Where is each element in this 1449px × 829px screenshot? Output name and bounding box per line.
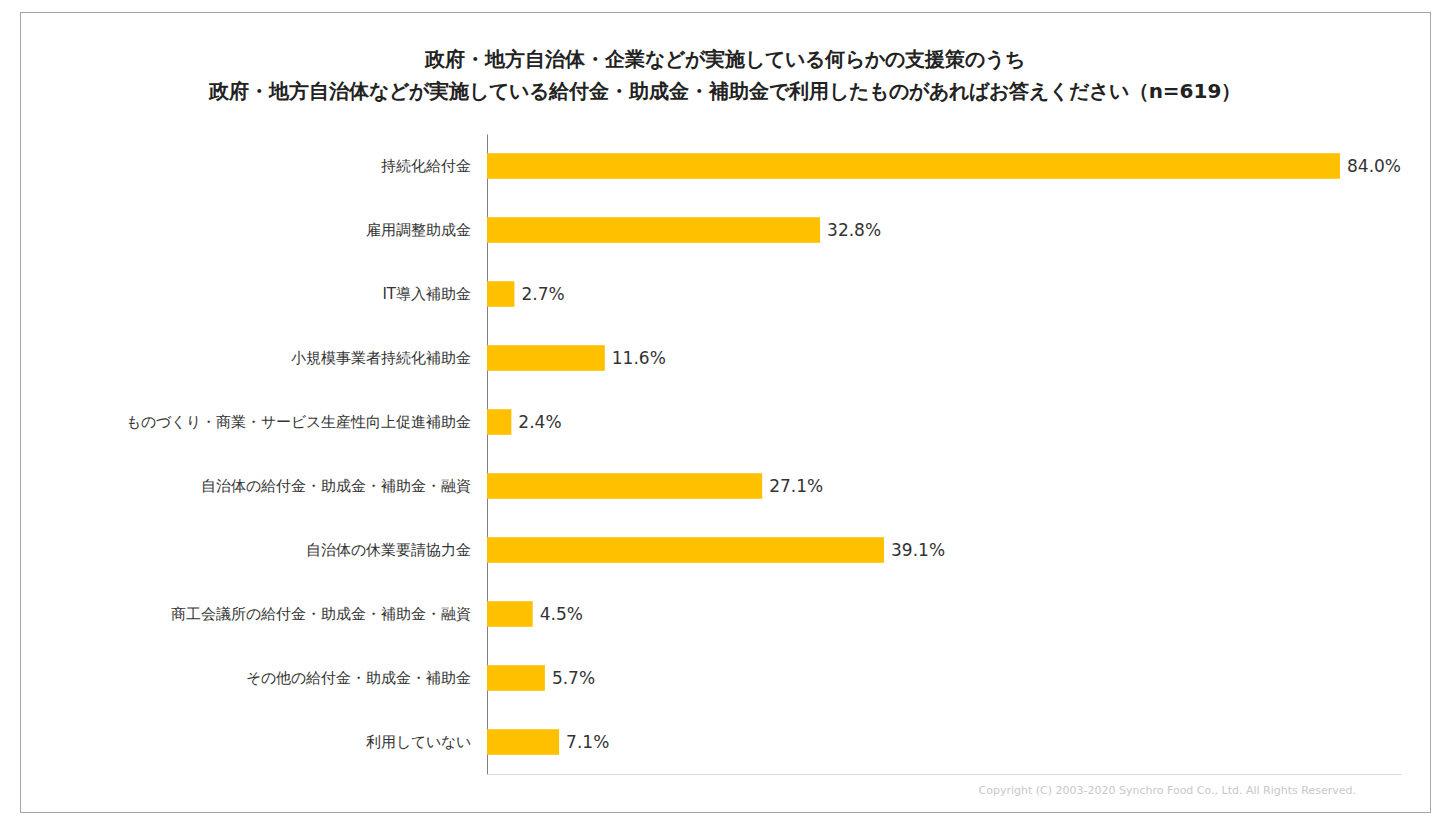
bar [487, 217, 820, 243]
bar [487, 729, 559, 755]
x-axis-line [488, 774, 1402, 775]
category-label: その他の給付金・助成金・補助金 [246, 669, 471, 687]
y-axis: 持続化給付金雇用調整助成金 IT導入補助金小規模事業者持続化補助金ものづくり・商業… [126, 135, 488, 775]
y-tick: その他の給付金・助成金・補助金 [246, 669, 487, 687]
data-labels: 84.0% 32.8% 2.7% 11.6% 2.4% 27.1% 39.1% 4.5% 5.7… [518, 156, 1401, 752]
category-label: 自治体の休業要請協力金 [306, 541, 471, 559]
data-label: 39.1% [891, 540, 945, 560]
data-label: 2.4% [518, 412, 561, 432]
data-label: 7.1% [566, 732, 609, 752]
y-tick: 持続化給付金 [381, 157, 487, 175]
y-tick: 商工会議所の給付金・助成金・補助金・融資 [171, 605, 487, 623]
category-label: IT導入補助金 [382, 285, 471, 303]
y-tick: 自治体の給付金・助成金・補助金・融資 [201, 477, 487, 495]
bar [487, 601, 533, 627]
data-label: 84.0% [1347, 156, 1401, 176]
y-tick: 雇用調整助成金 [366, 221, 487, 239]
bar [487, 345, 605, 371]
copyright: Copyright (C) 2003-2020 Synchro Food Co.… [979, 784, 1356, 797]
category-label: 小規模事業者持続化補助金 [291, 349, 471, 367]
category-label: 雇用調整助成金 [366, 221, 471, 239]
x-axis [488, 774, 1402, 775]
bar [487, 665, 545, 691]
data-label: 11.6% [612, 348, 666, 368]
data-label: 4.5% [540, 604, 583, 624]
category-label: 利用していない [366, 733, 471, 751]
data-label: 32.8% [827, 220, 881, 240]
category-label: 自治体の給付金・助成金・補助金・融資 [201, 477, 471, 495]
chart: 政府・地方自治体・企業などが実施している何らかの支援策のうち政府・地方自治体など… [0, 0, 1449, 829]
bar [487, 409, 511, 435]
category-label: ものづくり・商業・サービス生産性向上促進補助金 [126, 413, 471, 431]
y-tick: 利用していない [366, 733, 487, 751]
data-label: 5.7% [552, 668, 595, 688]
category-label: 持続化給付金 [381, 157, 471, 175]
y-tick: IT導入補助金 [382, 285, 487, 303]
y-tick: 小規模事業者持続化補助金 [291, 349, 487, 367]
chart-frame [21, 13, 1431, 813]
data-label: 2.7% [521, 284, 564, 304]
bar [487, 537, 884, 563]
data-label: 27.1% [769, 476, 823, 496]
bar [487, 281, 514, 307]
title: 政府・地方自治体・企業などが実施している何らかの支援策のうち [424, 47, 1025, 71]
bar [487, 153, 1340, 179]
category-label: 商工会議所の給付金・助成金・補助金・融資 [171, 605, 471, 623]
subtitle: 政府・地方自治体などが実施している給付金・助成金・補助金で利用したものがあればお… [208, 79, 1242, 103]
y-tick: ものづくり・商業・サービス生産性向上促進補助金 [126, 413, 487, 431]
y-tick: 自治体の休業要請協力金 [306, 541, 487, 559]
bars [487, 153, 1340, 755]
bar [487, 473, 762, 499]
